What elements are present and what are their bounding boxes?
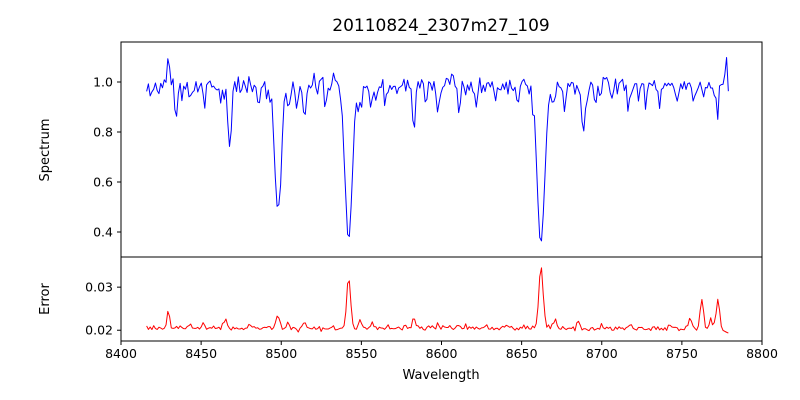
axes-layer: 0.4 0.6 0.8 1.0 0.02 0.03 8400 8450 8500 8550 8600… bbox=[85, 41, 778, 361]
y-tick-label-error: 0.02 bbox=[85, 323, 113, 338]
spectrum-line bbox=[146, 57, 729, 242]
y-axis-label-spectrum: Spectrum bbox=[38, 119, 53, 182]
x-tick-label: 8550 bbox=[345, 346, 377, 361]
x-axis-label: Wavelength bbox=[402, 368, 479, 383]
data-layer bbox=[146, 57, 729, 334]
y-tick-label-spectrum: 0.6 bbox=[93, 174, 113, 189]
chart-title: 20110824_2307m27_109 bbox=[332, 16, 549, 36]
error-line bbox=[146, 267, 729, 334]
y-axis-label-error: Error bbox=[38, 283, 53, 315]
y-tick-label-spectrum: 1.0 bbox=[93, 74, 113, 89]
panel-border-spectrum bbox=[120, 41, 763, 258]
x-tick-label: 8600 bbox=[426, 346, 458, 361]
x-tick-label: 8500 bbox=[265, 346, 297, 361]
y-tick-label-spectrum: 0.4 bbox=[93, 224, 113, 239]
x-tick-label: 8700 bbox=[586, 346, 618, 361]
x-tick-label: 8650 bbox=[506, 346, 538, 361]
y-tick-label-error: 0.03 bbox=[85, 280, 113, 295]
x-tick-label: 8450 bbox=[185, 346, 217, 361]
x-tick-label: 8800 bbox=[746, 346, 778, 361]
x-tick-label: 8750 bbox=[666, 346, 698, 361]
y-tick-label-spectrum: 0.8 bbox=[93, 124, 113, 139]
x-tick-label: 8400 bbox=[105, 346, 137, 361]
